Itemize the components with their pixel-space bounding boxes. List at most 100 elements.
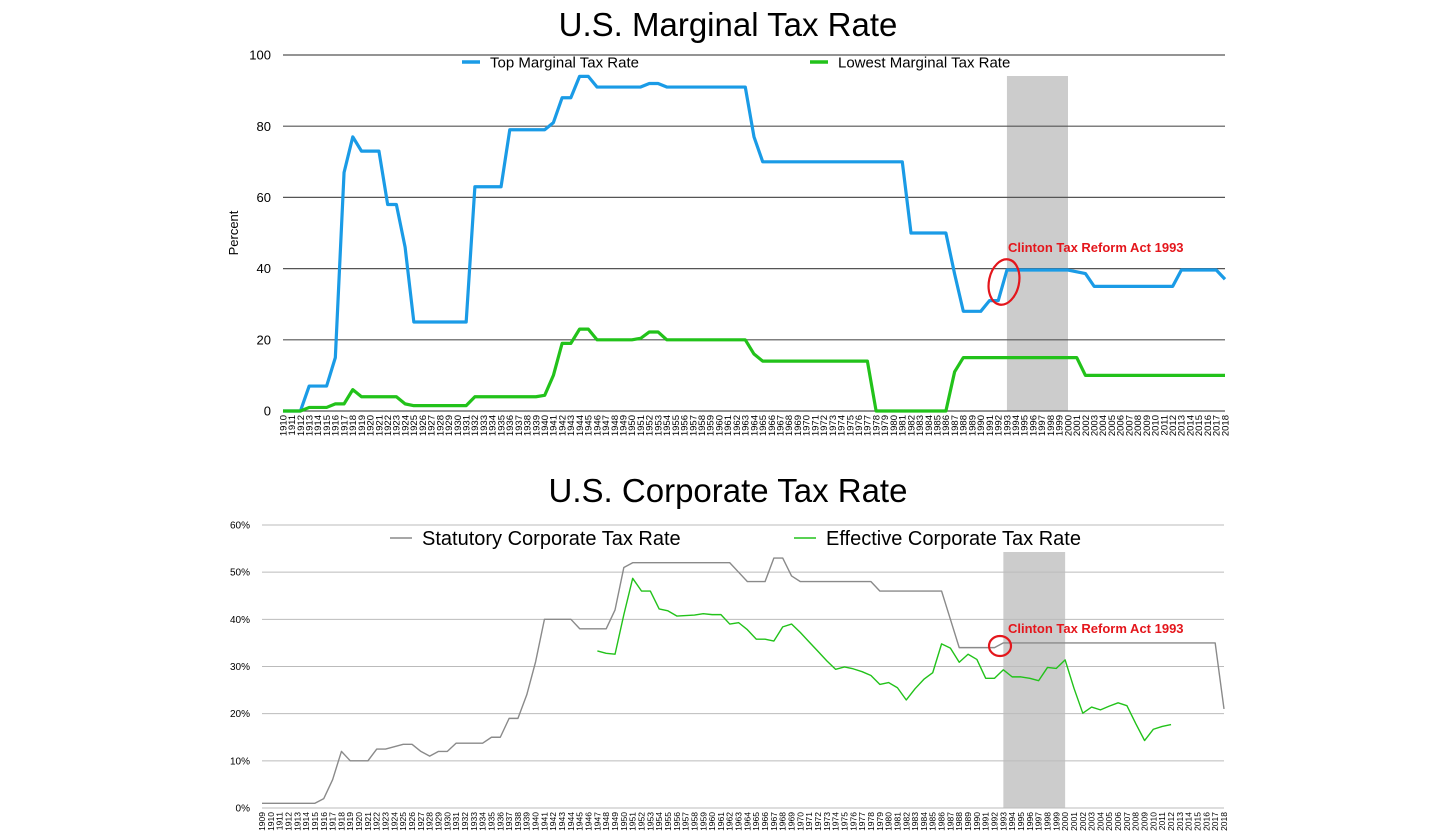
y-axis-label: Percent — [226, 210, 241, 255]
x-tick-label: 1962 — [732, 415, 743, 436]
x-tick-label: 1923 — [381, 812, 391, 831]
x-tick-label: 1990 — [976, 415, 987, 436]
x-tick-label: 1918 — [348, 415, 359, 436]
x-tick-label: 1989 — [967, 415, 978, 436]
x-tick-label: 2012 — [1166, 812, 1176, 831]
x-tick-label: 1989 — [963, 812, 973, 831]
x-tick-label: 1948 — [610, 415, 621, 436]
x-tick-label: 1994 — [1011, 415, 1022, 436]
annotation-circle — [987, 634, 1013, 658]
x-tick-label: 1973 — [822, 812, 832, 831]
x-tick-label: 1927 — [427, 415, 438, 436]
x-tick-label: 2018 — [1220, 415, 1231, 436]
x-tick-label: 1961 — [723, 415, 734, 436]
x-tick-label: 2010 — [1151, 415, 1162, 436]
highlight-band — [1006, 76, 1068, 411]
x-tick-label: 2006 — [1113, 812, 1123, 831]
x-tick-label: 1996 — [1025, 812, 1035, 831]
x-tick-label: 1960 — [707, 812, 717, 831]
x-tick-label: 2018 — [1219, 812, 1229, 831]
x-tick-label: 1927 — [416, 812, 426, 831]
series-line-1 — [262, 557, 1225, 804]
x-tick-label: 1935 — [496, 415, 507, 436]
x-tick-label: 1994 — [1007, 812, 1017, 831]
x-tick-label: 1988 — [959, 415, 970, 436]
x-tick-label: 1949 — [610, 812, 620, 831]
x-tick-label: 1957 — [681, 812, 691, 831]
x-tick-label: 1983 — [910, 812, 920, 831]
x-tick-label: 1930 — [453, 415, 464, 436]
x-tick-label: 1928 — [435, 415, 446, 436]
x-tick-label: 1946 — [592, 415, 603, 436]
x-tick-label: 1920 — [366, 415, 377, 436]
x-tick-label: 2009 — [1140, 812, 1150, 831]
x-tick-label: 1937 — [514, 415, 525, 436]
x-tick-label: 1929 — [433, 812, 443, 831]
x-tick-label: 1965 — [758, 415, 769, 436]
x-tick-label: 1981 — [892, 812, 902, 831]
x-tick-label: 1966 — [767, 415, 778, 436]
x-tick-label: 1958 — [689, 812, 699, 831]
x-tick-label: 2013 — [1177, 415, 1188, 436]
x-tick-label: 1934 — [488, 415, 499, 436]
x-tick-label: 1998 — [1042, 812, 1052, 831]
x-tick-label: 1969 — [793, 415, 804, 436]
x-tick-label: 1985 — [932, 415, 943, 436]
x-tick-label: 1987 — [945, 812, 955, 831]
y-tick-label: 50% — [230, 568, 250, 579]
x-tick-label: 1953 — [653, 415, 664, 436]
x-tick-label: 1976 — [848, 812, 858, 831]
marginal-tax-chart: 0 20 40 60 80 100 1910191119121913191419151916… — [226, 48, 1231, 437]
x-tick-label: 1950 — [627, 415, 638, 436]
x-tick-label: 1962 — [725, 812, 735, 831]
x-tick-label: 1930 — [442, 812, 452, 831]
x-tick-label: 2017 — [1210, 812, 1220, 831]
x-tick-label: 1977 — [863, 415, 874, 436]
x-tick-label: 1973 — [828, 415, 839, 436]
x-tick-label: 2013 — [1175, 812, 1185, 831]
x-tick-label: 1983 — [915, 415, 926, 436]
x-tick-label: 1934 — [478, 812, 488, 831]
y-tick-label: 40% — [230, 615, 250, 626]
x-tick-label: 1926 — [418, 415, 429, 436]
y-tick-label: 0 — [264, 404, 271, 419]
x-tick-label: 1939 — [531, 415, 542, 436]
x-tick-label: 1959 — [698, 812, 708, 831]
x-tick-label: 1955 — [663, 812, 673, 831]
x-tick-label: 1999 — [1055, 415, 1066, 436]
annotation-circle — [987, 258, 1021, 306]
x-tick-label: 1967 — [769, 812, 779, 831]
x-tick-label: 1984 — [919, 812, 929, 831]
x-tick-label: 1946 — [584, 812, 594, 831]
x-tick-label: 2017 — [1212, 415, 1223, 436]
x-tick-label: 1941 — [539, 812, 549, 831]
x-tick-label: 1917 — [339, 415, 350, 436]
x-tick-label: 2001 — [1072, 415, 1083, 436]
x-tick-label: 1913 — [304, 415, 315, 436]
x-tick-label: 1932 — [460, 812, 470, 831]
x-tick-label: 1975 — [839, 812, 849, 831]
x-tick-label: 1913 — [292, 812, 302, 831]
x-tick-label: 1944 — [575, 415, 586, 436]
x-tick-label: 1993 — [998, 812, 1008, 831]
x-tick-label: 1974 — [837, 415, 848, 436]
x-tick-label: 1960 — [714, 415, 725, 436]
x-tick-label: 1910 — [278, 415, 289, 436]
x-tick-label: 2009 — [1142, 415, 1153, 436]
x-tick-label: 2015 — [1192, 812, 1202, 831]
x-tick-label: 1939 — [522, 812, 532, 831]
x-tick-label: 1912 — [296, 415, 307, 436]
x-tick-label: 1982 — [906, 415, 917, 436]
x-tick-label: 2004 — [1095, 812, 1105, 831]
x-tick-label: 2005 — [1107, 415, 1118, 436]
x-tick-label: 2001 — [1069, 812, 1079, 831]
x-tick-label: 1922 — [372, 812, 382, 831]
x-tick-label: 1956 — [672, 812, 682, 831]
y-tick-label: 10% — [230, 756, 250, 767]
x-tick-label: 1914 — [301, 812, 311, 831]
x-tick-label: 1938 — [523, 415, 534, 436]
x-tick-label: 1943 — [566, 415, 577, 436]
y-tick-label: 80 — [257, 119, 271, 134]
x-tick-label: 1933 — [479, 415, 490, 436]
